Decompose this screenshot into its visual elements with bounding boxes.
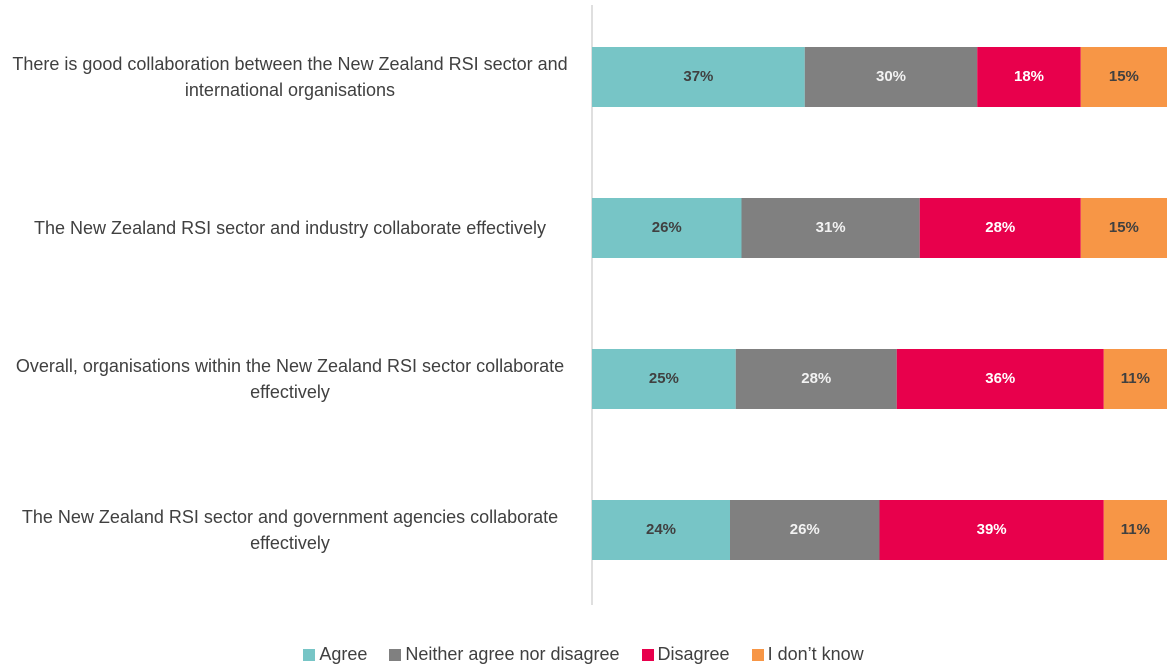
bar-segment (896, 349, 1104, 409)
legend-item: I don’t know (751, 644, 864, 665)
legend-swatch (751, 648, 764, 661)
legend-label: Agree (319, 644, 368, 664)
legend: Agree Neither agree nor disagree Disagree I… (0, 644, 1167, 665)
bar-segment (977, 47, 1081, 107)
legend-label: Neither agree nor disagree (405, 644, 620, 664)
category-label: The New Zealand RSI sector and industry … (34, 218, 546, 238)
legend-swatch (303, 648, 316, 661)
bar-segment (879, 500, 1104, 560)
legend-label: I don’t know (767, 644, 864, 664)
bar-segment (1080, 198, 1167, 258)
bar-segment (592, 198, 742, 258)
bar-segment (1103, 349, 1167, 409)
bar-segment (741, 198, 920, 258)
value-label: 30% (876, 68, 906, 85)
legend-item: Agree (303, 644, 367, 665)
bar-segment (592, 500, 730, 560)
bar-segment (1103, 500, 1167, 560)
legend-item: Disagree (641, 644, 730, 665)
value-label: 11% (1121, 370, 1150, 387)
value-label: 28% (801, 370, 831, 387)
category-label: Overall, organisations within the New Ze… (15, 356, 565, 402)
bar-segment (1080, 47, 1167, 107)
value-label: 26% (652, 219, 682, 236)
value-label: 37% (683, 68, 713, 85)
bar-segment (919, 198, 1081, 258)
value-label: 26% (790, 521, 820, 538)
value-label: 18% (1014, 68, 1044, 85)
value-label: 15% (1109, 219, 1139, 236)
value-label: 11% (1121, 521, 1150, 538)
value-label: 39% (977, 521, 1007, 538)
legend-swatch (389, 648, 402, 661)
value-label: 24% (646, 521, 676, 538)
value-label: 15% (1109, 68, 1139, 85)
bar-segment (592, 349, 736, 409)
category-label: The New Zealand RSI sector and governmen… (21, 507, 559, 553)
value-label: 36% (985, 370, 1015, 387)
value-label: 28% (985, 219, 1015, 236)
bar-segment (592, 47, 805, 107)
legend-swatch (641, 648, 654, 661)
value-label: 25% (649, 370, 679, 387)
legend-label: Disagree (657, 644, 730, 664)
value-label: 31% (816, 219, 846, 236)
bar-segment (735, 349, 897, 409)
bar-segment (804, 47, 978, 107)
legend-item: Neither agree nor disagree (389, 644, 620, 665)
category-label: There is good collaboration between the … (12, 54, 568, 100)
bar-segment (730, 500, 880, 560)
